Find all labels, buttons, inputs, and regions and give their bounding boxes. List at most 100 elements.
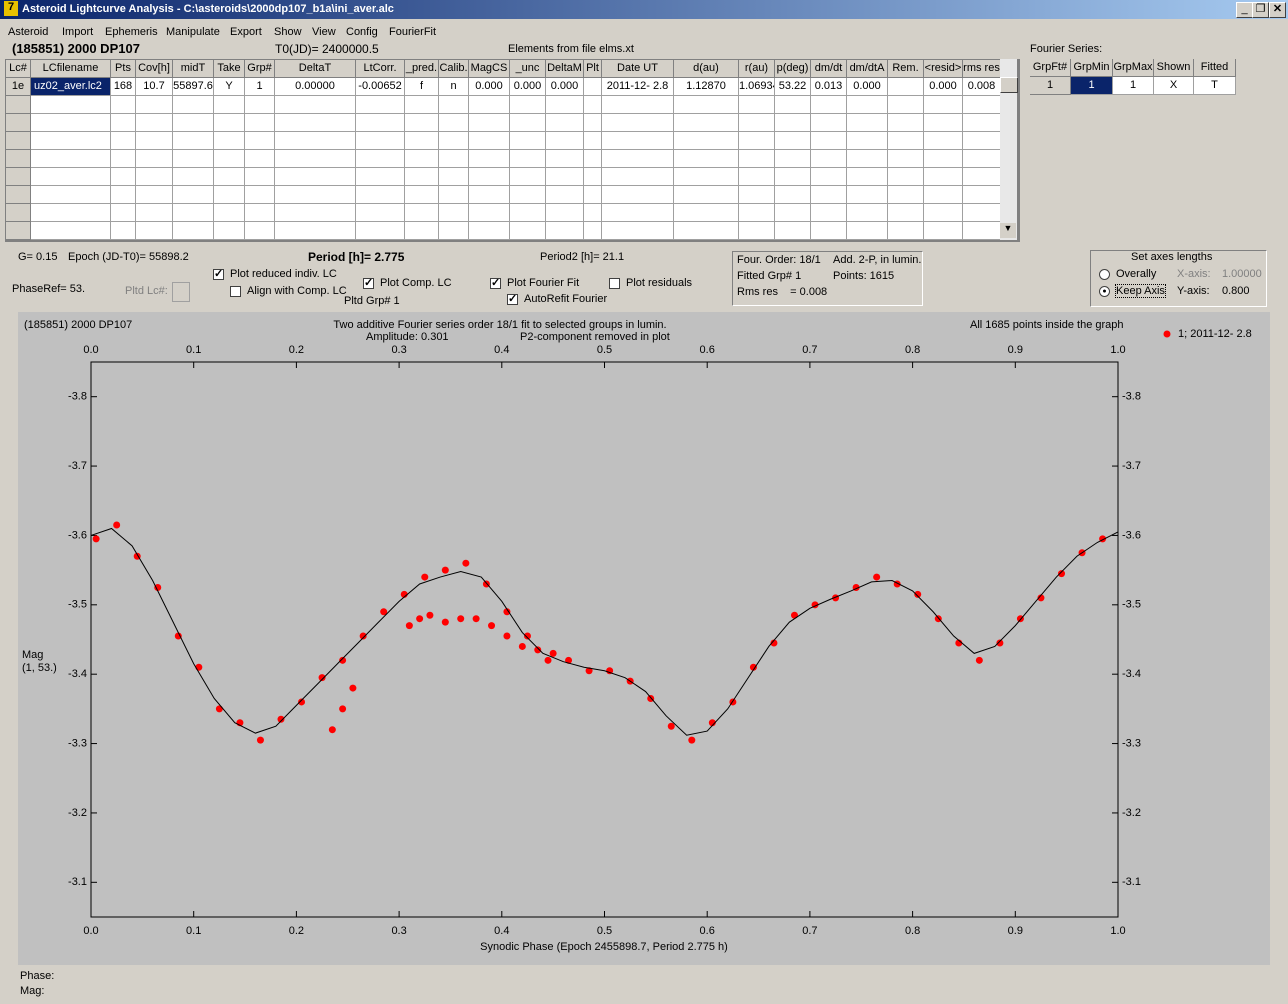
checkbox-label[interactable]: Plot Comp. LC — [380, 277, 452, 289]
table-cell[interactable] — [510, 168, 546, 186]
table-cell[interactable] — [775, 132, 811, 150]
row-header[interactable] — [6, 186, 31, 204]
table-cell[interactable] — [602, 222, 674, 240]
table-cell[interactable] — [811, 132, 847, 150]
table-cell[interactable] — [602, 96, 674, 114]
menu-item[interactable]: Import — [62, 26, 94, 38]
table-cell[interactable]: 1 — [1030, 77, 1071, 95]
table-cell[interactable] — [739, 114, 775, 132]
table-cell[interactable] — [275, 114, 356, 132]
table-cell[interactable] — [584, 222, 602, 240]
table-cell[interactable] — [811, 222, 847, 240]
row-header[interactable] — [6, 204, 31, 222]
table-cell[interactable] — [847, 222, 888, 240]
table-cell[interactable] — [674, 150, 739, 168]
table-cell[interactable] — [173, 150, 214, 168]
table-cell[interactable] — [775, 186, 811, 204]
table-cell[interactable] — [439, 186, 469, 204]
table-cell[interactable] — [888, 168, 924, 186]
table-cell[interactable]: uz02_aver.lc2 — [31, 78, 111, 96]
table-cell[interactable] — [674, 114, 739, 132]
table-cell[interactable] — [739, 132, 775, 150]
table-cell[interactable] — [888, 222, 924, 240]
checkbox[interactable]: ✓ — [213, 268, 224, 280]
table-cell[interactable] — [924, 186, 963, 204]
table-cell[interactable] — [173, 186, 214, 204]
table-cell[interactable] — [510, 222, 546, 240]
table-cell[interactable]: 1 — [245, 78, 275, 96]
table-cell[interactable] — [510, 186, 546, 204]
table-cell[interactable] — [584, 96, 602, 114]
table-cell[interactable] — [469, 150, 510, 168]
table-cell[interactable] — [602, 114, 674, 132]
table-cell[interactable] — [546, 150, 584, 168]
table-cell[interactable] — [469, 96, 510, 114]
checkbox-label[interactable]: Plot residuals — [626, 277, 693, 289]
table-cell[interactable] — [356, 204, 405, 222]
table-cell[interactable] — [584, 150, 602, 168]
table-cell[interactable] — [173, 96, 214, 114]
table-cell[interactable] — [173, 132, 214, 150]
table-cell[interactable]: 0.00000 — [275, 78, 356, 96]
row-header[interactable] — [6, 132, 31, 150]
table-cell[interactable] — [214, 150, 245, 168]
table-cell[interactable] — [739, 186, 775, 204]
menu-item[interactable]: Show — [274, 26, 302, 38]
table-cell[interactable] — [356, 132, 405, 150]
table-cell[interactable] — [739, 150, 775, 168]
table-cell[interactable] — [214, 132, 245, 150]
table-cell[interactable] — [963, 96, 1001, 114]
table-cell[interactable] — [439, 96, 469, 114]
table-cell[interactable] — [924, 132, 963, 150]
row-header[interactable] — [6, 114, 31, 132]
table-cell[interactable] — [924, 150, 963, 168]
table-cell[interactable] — [405, 186, 439, 204]
table-cell[interactable] — [888, 114, 924, 132]
table-cell[interactable] — [602, 150, 674, 168]
table-cell[interactable] — [924, 168, 963, 186]
table-cell[interactable] — [173, 114, 214, 132]
table-cell[interactable] — [173, 204, 214, 222]
close-button[interactable]: ✕ — [1269, 2, 1286, 18]
table-cell[interactable]: 0.008 — [963, 78, 1001, 96]
table-cell[interactable] — [136, 132, 173, 150]
table-cell[interactable] — [356, 96, 405, 114]
table-cell[interactable] — [888, 150, 924, 168]
table-cell[interactable] — [811, 150, 847, 168]
table-cell[interactable] — [888, 204, 924, 222]
table-cell[interactable] — [136, 222, 173, 240]
table-cell[interactable] — [136, 168, 173, 186]
row-header[interactable] — [6, 96, 31, 114]
table-cell[interactable] — [356, 168, 405, 186]
table-cell[interactable] — [584, 132, 602, 150]
menu-item[interactable]: FourierFit — [389, 26, 437, 38]
table-cell[interactable] — [888, 132, 924, 150]
table-cell[interactable] — [469, 168, 510, 186]
table-cell[interactable]: 1 — [1113, 77, 1154, 95]
table-cell[interactable]: 0.013 — [811, 78, 847, 96]
table-cell[interactable] — [888, 186, 924, 204]
table-cell[interactable] — [546, 96, 584, 114]
menu-item[interactable]: Config — [346, 26, 378, 38]
table-cell[interactable] — [111, 150, 136, 168]
table-cell[interactable] — [111, 114, 136, 132]
spinner[interactable] — [172, 282, 190, 302]
table-cell[interactable] — [469, 114, 510, 132]
table-cell[interactable] — [245, 222, 275, 240]
table-cell[interactable] — [275, 168, 356, 186]
radio-label[interactable]: Overally — [1116, 268, 1157, 280]
table-cell[interactable] — [811, 204, 847, 222]
table-cell[interactable] — [510, 204, 546, 222]
table-cell[interactable] — [847, 168, 888, 186]
checkbox[interactable] — [609, 278, 620, 289]
table-cell[interactable] — [775, 114, 811, 132]
table-cell[interactable] — [356, 114, 405, 132]
radio-label[interactable]: Keep Axis — [1115, 284, 1166, 298]
table-cell[interactable] — [924, 204, 963, 222]
table-cell[interactable] — [405, 114, 439, 132]
table-cell[interactable] — [739, 204, 775, 222]
table-cell[interactable]: 10.7 — [136, 78, 173, 96]
checkbox-label[interactable]: Plot reduced indiv. LC — [230, 268, 337, 280]
table-cell[interactable]: 0.000 — [546, 78, 584, 96]
table-cell[interactable] — [31, 114, 111, 132]
